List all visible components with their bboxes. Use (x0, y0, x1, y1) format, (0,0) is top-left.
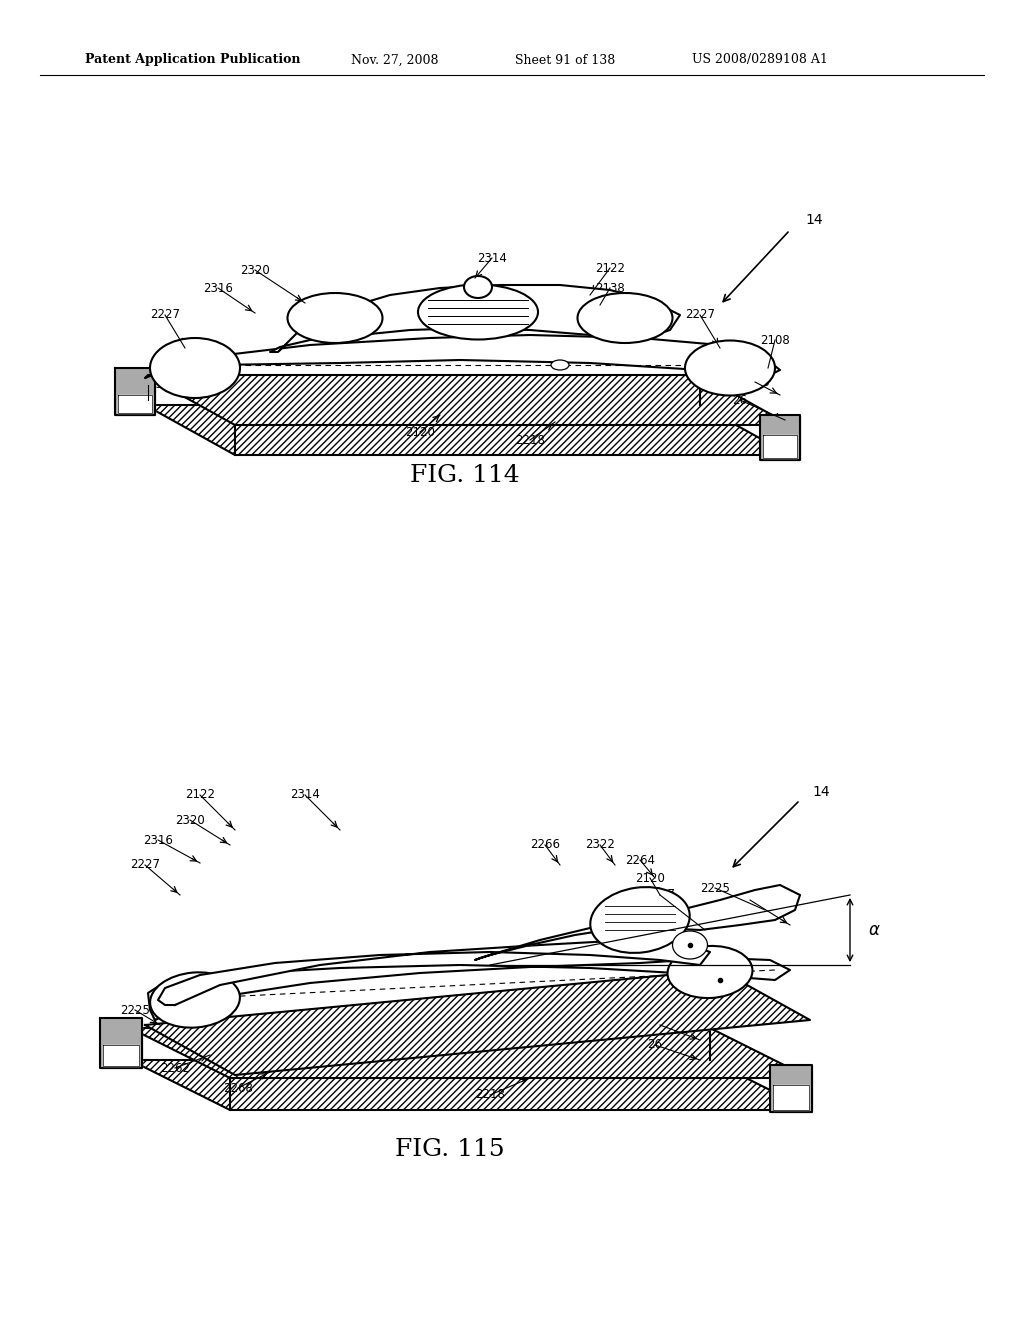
Text: 2122: 2122 (595, 261, 625, 275)
Polygon shape (115, 368, 155, 414)
Text: 2227: 2227 (645, 888, 675, 902)
Text: 2322: 2322 (585, 838, 615, 851)
Polygon shape (100, 1018, 142, 1068)
Text: US 2008/0289108 A1: US 2008/0289108 A1 (692, 54, 828, 66)
Text: $\alpha$: $\alpha$ (868, 921, 881, 939)
Polygon shape (773, 1085, 809, 1110)
Text: 14: 14 (805, 213, 822, 227)
Ellipse shape (464, 276, 492, 298)
Polygon shape (145, 405, 790, 455)
Text: 2227: 2227 (150, 309, 180, 322)
Polygon shape (130, 1028, 810, 1078)
Polygon shape (148, 958, 790, 1020)
Polygon shape (130, 1060, 810, 1110)
Polygon shape (145, 375, 790, 425)
Text: 2108: 2108 (735, 894, 765, 907)
Text: 14: 14 (812, 785, 829, 799)
Ellipse shape (418, 285, 538, 339)
Text: 2122: 2122 (185, 788, 215, 801)
Text: 2138: 2138 (595, 281, 625, 294)
Text: 2316: 2316 (203, 281, 232, 294)
Ellipse shape (590, 887, 690, 953)
Polygon shape (130, 1028, 810, 1078)
Text: 2218: 2218 (515, 433, 545, 446)
Text: 2225: 2225 (740, 375, 770, 388)
Text: FIG. 114: FIG. 114 (411, 463, 520, 487)
Text: 2314: 2314 (477, 252, 507, 264)
Text: 2318: 2318 (645, 1019, 675, 1031)
Text: 2120: 2120 (406, 425, 435, 438)
Text: Patent Application Publication: Patent Application Publication (85, 54, 300, 66)
Text: 26: 26 (732, 393, 748, 407)
Polygon shape (158, 940, 710, 1005)
Text: 26: 26 (647, 1039, 663, 1052)
Text: 2225: 2225 (133, 379, 163, 392)
Polygon shape (145, 375, 790, 425)
Ellipse shape (551, 360, 569, 370)
Polygon shape (145, 335, 780, 380)
Polygon shape (763, 436, 797, 458)
Ellipse shape (288, 293, 383, 343)
Text: 2320: 2320 (175, 813, 205, 826)
Text: 2262: 2262 (160, 1061, 190, 1074)
Ellipse shape (668, 946, 753, 998)
Polygon shape (270, 285, 680, 352)
Polygon shape (145, 970, 810, 1074)
Text: Nov. 27, 2008: Nov. 27, 2008 (351, 54, 438, 66)
Text: 2218: 2218 (475, 1089, 505, 1101)
Text: Sheet 91 of 138: Sheet 91 of 138 (515, 54, 615, 66)
Polygon shape (103, 1045, 139, 1067)
Polygon shape (770, 1065, 812, 1111)
Text: 2268: 2268 (223, 1081, 253, 1094)
Text: 2120: 2120 (635, 871, 665, 884)
Polygon shape (145, 405, 790, 455)
Text: FIG. 115: FIG. 115 (395, 1138, 505, 1162)
Text: 2227: 2227 (130, 858, 160, 871)
Text: 2316: 2316 (143, 833, 173, 846)
Text: 2320: 2320 (240, 264, 270, 276)
Ellipse shape (578, 293, 673, 343)
Polygon shape (145, 970, 810, 1074)
Text: 2264: 2264 (625, 854, 655, 866)
Ellipse shape (673, 931, 708, 960)
Text: 2314: 2314 (290, 788, 319, 801)
Polygon shape (760, 414, 800, 459)
Ellipse shape (150, 338, 240, 399)
Text: 2108: 2108 (760, 334, 790, 346)
Text: 2266: 2266 (530, 838, 560, 851)
Polygon shape (475, 884, 800, 960)
Text: 2227: 2227 (685, 309, 715, 322)
Ellipse shape (151, 973, 240, 1028)
Ellipse shape (685, 341, 775, 396)
Polygon shape (130, 1060, 810, 1110)
Text: 2225: 2225 (120, 1003, 150, 1016)
Polygon shape (118, 395, 152, 413)
Text: 2225: 2225 (700, 882, 730, 895)
